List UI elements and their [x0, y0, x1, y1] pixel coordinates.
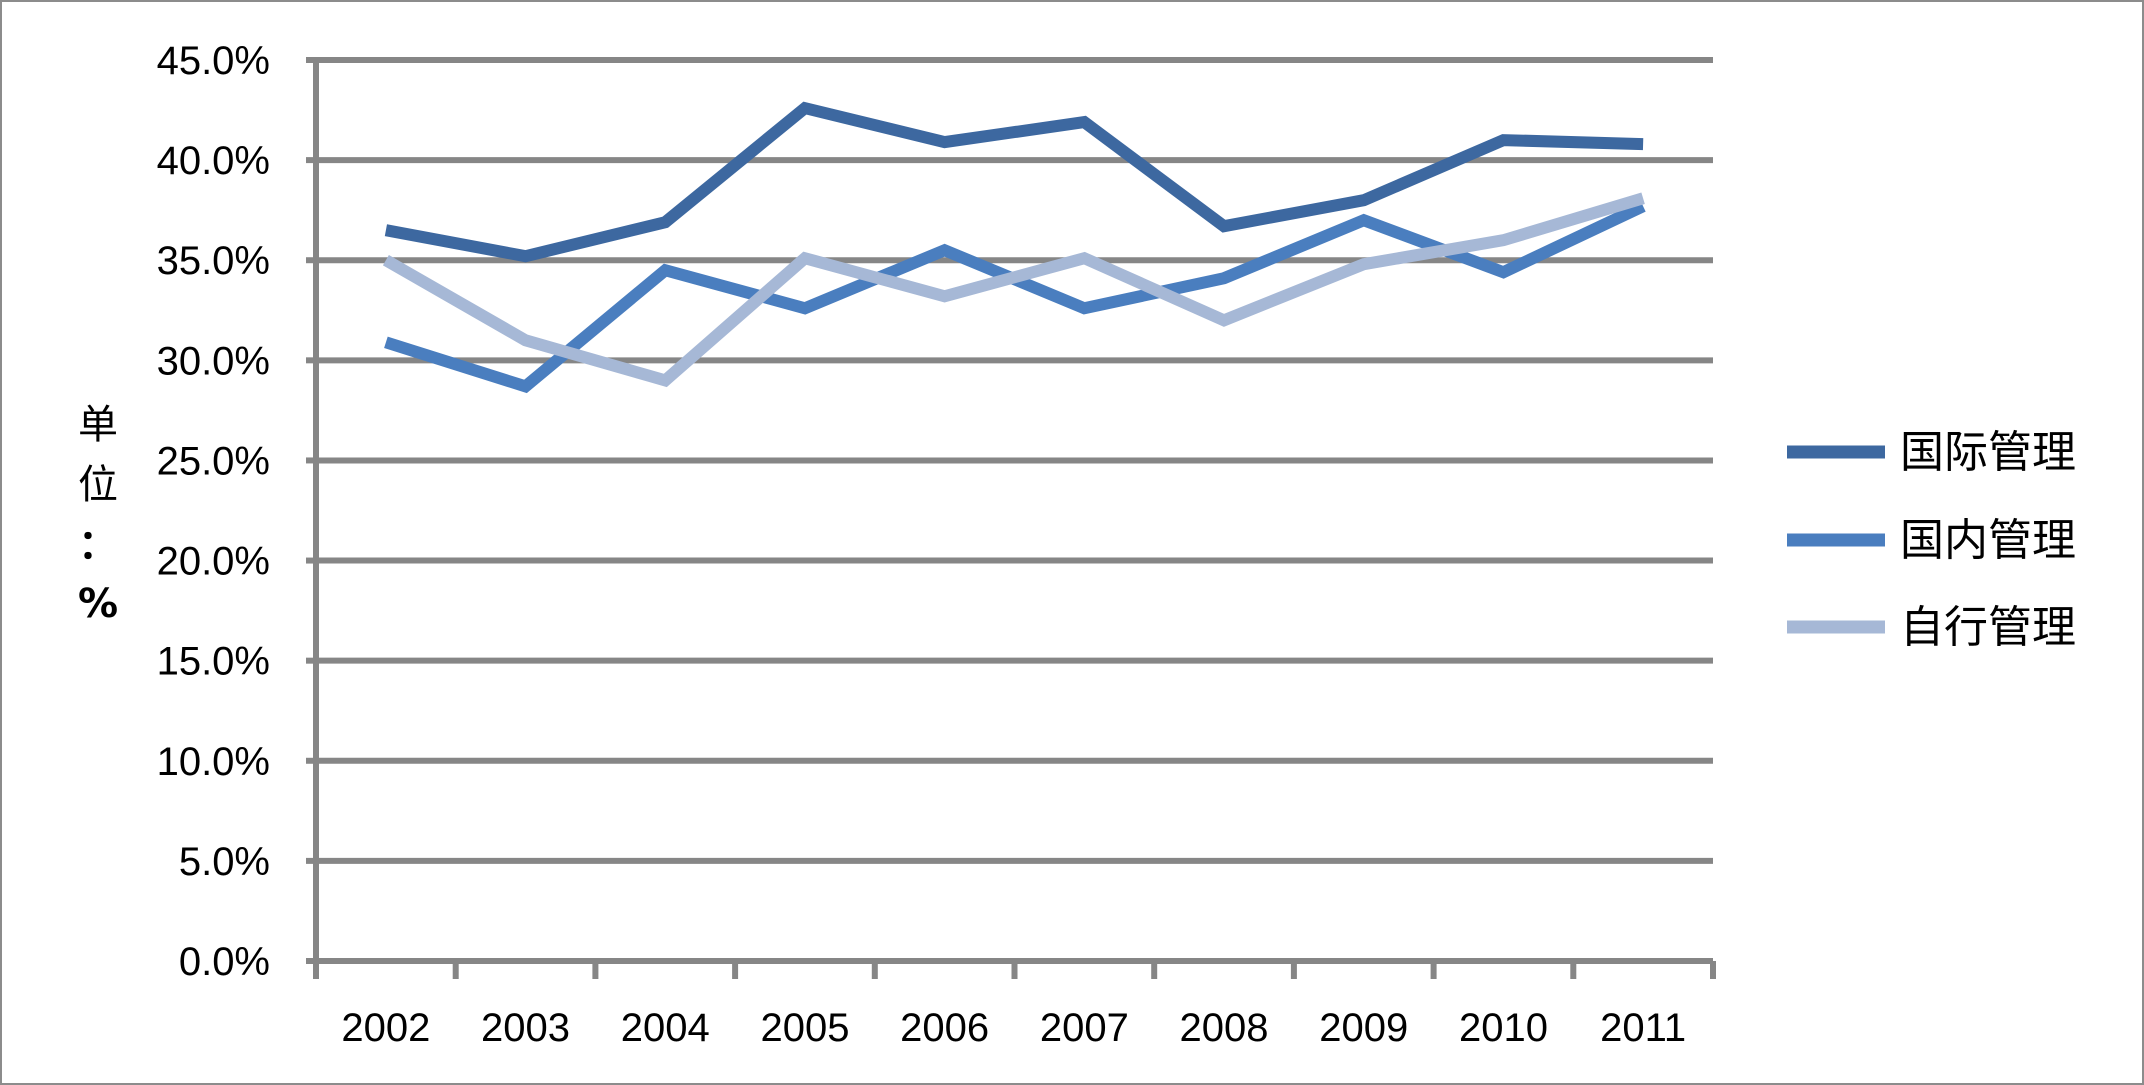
legend-label: 国内管理: [1900, 515, 2076, 566]
x-tick-label: 2011: [1600, 1006, 1686, 1050]
legend-item[interactable]: 自行管理: [1787, 602, 2076, 653]
x-tick-label: 2009: [1319, 1006, 1408, 1050]
axes: [306, 57, 1716, 979]
y-tick-label: 45.0%: [157, 39, 270, 83]
series-lines: [382, 101, 1646, 394]
gridlines: [316, 57, 1713, 864]
series-line: [382, 192, 1645, 388]
x-tick-label: 2008: [1180, 1006, 1269, 1050]
x-tick-label: 2006: [900, 1006, 989, 1050]
x-tick-label: 2007: [1040, 1006, 1129, 1050]
x-tick-label: 2010: [1459, 1006, 1548, 1050]
legend-label: 国际管理: [1900, 427, 2076, 478]
legend-item[interactable]: 国内管理: [1787, 515, 2076, 566]
legend-label: 自行管理: [1900, 602, 2076, 653]
y-tick-label: 25.0%: [157, 439, 270, 483]
y-tick-label: 0.0%: [179, 940, 270, 984]
y-tick-labels: 0.0% 5.0% 10.0% 15.0% 20.0% 25.0% 30.0% 35.0% 40…: [157, 39, 270, 984]
y-tick-label: 15.0%: [157, 640, 270, 684]
y-tick-label: 10.0%: [157, 740, 270, 784]
y-tick-label: 35.0%: [157, 239, 270, 283]
x-tick-label: 2002: [341, 1006, 430, 1050]
x-tick-label: 2005: [760, 1006, 849, 1050]
y-axis-label-char: ：: [78, 522, 118, 568]
legend-item[interactable]: 国际管理: [1787, 427, 2076, 478]
y-tick-label: 20.0%: [157, 540, 270, 584]
y-axis-label: 单位 ：%: [78, 402, 118, 627]
y-tick-label: 40.0%: [157, 139, 270, 183]
x-tick-label: 2004: [621, 1006, 710, 1050]
series-line: [384, 101, 1644, 263]
y-tick-label: 30.0%: [157, 339, 270, 383]
y-tick-label: 5.0%: [179, 840, 270, 884]
x-tick-label: 2003: [481, 1006, 570, 1050]
y-axis-label-char: 单: [78, 402, 118, 448]
y-axis-label-char: %: [78, 581, 118, 627]
x-tick-labels: 2002 2003 2004 2005 2006 2007 2008 2009 2010 2011: [341, 1006, 1686, 1050]
y-axis-label-char: 位: [78, 462, 118, 508]
